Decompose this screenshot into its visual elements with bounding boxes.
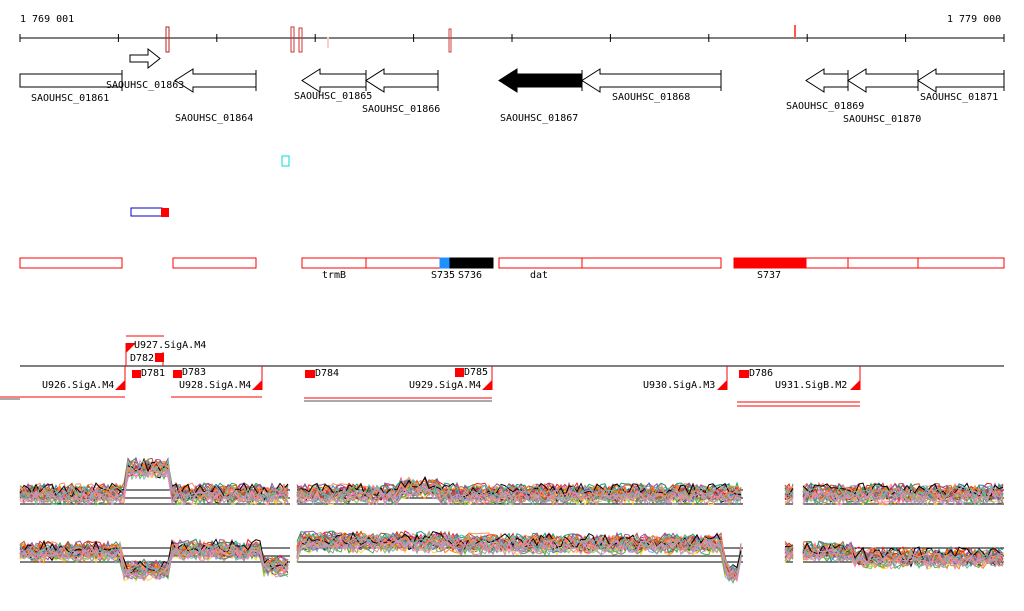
blue-feature xyxy=(130,207,163,217)
expression-line xyxy=(784,545,794,552)
expression-line xyxy=(19,544,289,580)
axis-end-label: 1 779 000 xyxy=(947,14,1002,25)
cyan-marker xyxy=(281,155,290,167)
expression-line xyxy=(296,482,742,502)
gene-label[interactable]: SAOUHSC_01865 xyxy=(294,91,373,102)
expression-line xyxy=(296,486,742,506)
feature-box xyxy=(301,257,367,269)
expression-line xyxy=(19,467,289,506)
segment-label: U926.SigA.M4 xyxy=(42,380,115,391)
gene-label[interactable]: SAOUHSC_01864 xyxy=(175,113,254,124)
expression-line xyxy=(802,548,1004,571)
gene-arrow xyxy=(847,68,919,93)
feature-box xyxy=(172,257,257,269)
segment-label: U927.SigA.M4 xyxy=(134,340,207,351)
expression-line xyxy=(784,486,794,498)
expression-line xyxy=(784,495,794,504)
feature-label: dat xyxy=(530,270,549,281)
feature-box xyxy=(917,257,1005,269)
feature-label: S736 xyxy=(458,270,483,281)
expression-line xyxy=(296,478,742,501)
expression-line xyxy=(784,552,794,562)
gene-arrow xyxy=(365,68,439,93)
segment-label: D785 xyxy=(464,367,489,378)
segment-label: U929.SigA.M4 xyxy=(409,380,482,391)
gene-arrow xyxy=(581,68,722,93)
expression-line xyxy=(19,547,289,581)
gene-label[interactable]: SAOUHSC_01863 xyxy=(106,80,185,91)
gene-label[interactable]: SAOUHSC_01868 xyxy=(612,92,691,103)
gene-label[interactable]: SAOUHSC_01866 xyxy=(362,104,441,115)
expression-line xyxy=(802,541,1004,561)
feature-label: S735 xyxy=(431,270,456,281)
gene-arrow xyxy=(917,68,1005,93)
expression-line xyxy=(802,488,1004,504)
segment-label: D784 xyxy=(315,368,340,379)
gene-label[interactable]: SAOUHSC_01871 xyxy=(920,92,999,103)
feature-label: S737 xyxy=(757,270,782,281)
expression-line xyxy=(296,538,742,583)
feature-box xyxy=(805,257,849,269)
segment-label: U928.SigA.M4 xyxy=(179,380,252,391)
expression-line xyxy=(296,531,742,575)
feature-track xyxy=(19,257,1005,269)
feature-box xyxy=(449,257,494,269)
expression-line xyxy=(19,538,289,574)
expression-line xyxy=(296,534,742,581)
gene-arrow xyxy=(174,68,257,93)
gene-arrow xyxy=(805,68,849,93)
axis-start-label: 1 769 001 xyxy=(20,14,75,25)
expression-line xyxy=(19,546,289,582)
expression-line xyxy=(784,544,794,548)
segment-label: U931.SigB.M2 xyxy=(775,380,848,391)
segment-label: D782 xyxy=(130,353,155,364)
feature-box xyxy=(581,257,722,269)
expression-line xyxy=(296,487,742,507)
expression-line xyxy=(296,482,742,504)
gene-label[interactable]: SAOUHSC_01867 xyxy=(500,113,579,124)
gene-arrow xyxy=(301,68,367,93)
feature-box xyxy=(498,257,583,269)
expression-line xyxy=(19,543,289,577)
expression-line xyxy=(802,490,1004,506)
feature-box xyxy=(365,257,441,269)
feature-box xyxy=(733,257,807,269)
feature-box xyxy=(19,257,123,269)
coordinate-axis xyxy=(19,34,1005,42)
expression-profiles xyxy=(19,456,1004,584)
feature-label: trmB xyxy=(322,270,347,281)
gene-label[interactable]: SAOUHSC_01869 xyxy=(786,101,865,112)
expression-line xyxy=(19,464,289,506)
expression-line xyxy=(296,536,742,582)
expression-line xyxy=(19,464,289,504)
gene-label[interactable]: SAOUHSC_01870 xyxy=(843,114,922,125)
segment-label: U930.SigA.M3 xyxy=(643,380,716,391)
expression-line xyxy=(19,457,289,499)
feature-box xyxy=(847,257,919,269)
snp-markers xyxy=(165,25,796,53)
segment-label: D786 xyxy=(749,368,774,379)
gene-arrow xyxy=(498,68,583,93)
expression-line xyxy=(784,489,794,496)
gene-track xyxy=(19,47,1005,93)
red-feature xyxy=(161,208,169,217)
expression-line xyxy=(784,489,794,497)
segment-label: D783 xyxy=(182,367,207,378)
segment-track xyxy=(0,335,1004,407)
feature-box xyxy=(439,257,451,269)
segment-label: D781 xyxy=(141,368,166,379)
gene-label[interactable]: SAOUHSC_01861 xyxy=(31,93,110,104)
gene-arrow xyxy=(129,47,161,70)
